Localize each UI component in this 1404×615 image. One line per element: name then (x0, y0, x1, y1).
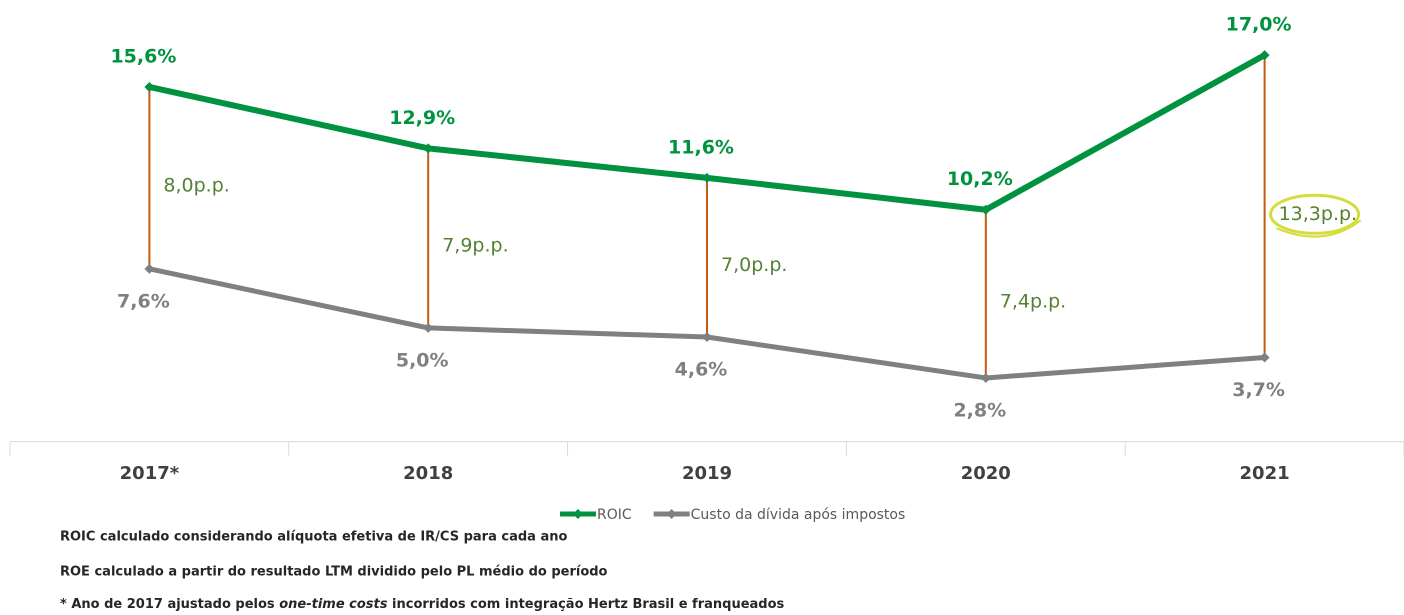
spread-label: 7,0p.p. (721, 254, 787, 276)
x-tick-label: 2018 (403, 463, 453, 484)
data-label: 12,9% (389, 107, 455, 129)
point (1259, 50, 1270, 61)
point (980, 204, 991, 215)
spread-label: 7,9p.p. (442, 235, 508, 257)
x-tick-label: 2019 (682, 463, 732, 484)
footnote-part: * Ano de 2017 ajustado pelos (60, 597, 279, 612)
x-tick-label: 2020 (961, 463, 1011, 484)
legend-label: ROIC (597, 507, 632, 523)
footnote: ROIC calculado considerando alíquota efe… (60, 530, 567, 545)
legend-label: Custo da dívida após impostos (691, 507, 906, 523)
point (423, 143, 434, 154)
spread-label: 7,4p.p. (1000, 290, 1066, 312)
point (423, 322, 434, 333)
data-label: 5,0% (396, 349, 449, 371)
point (702, 172, 712, 183)
x-tick-label: 2021 (1240, 463, 1290, 484)
legend-marker (666, 509, 677, 519)
point (1259, 352, 1270, 363)
spread-label: 8,0p.p. (163, 174, 229, 196)
data-label: 10,2% (947, 168, 1013, 190)
data-label: 17,0% (1226, 14, 1292, 36)
data-label: 3,7% (1232, 379, 1285, 401)
point (980, 372, 991, 383)
legend-marker (573, 509, 583, 519)
data-label: 4,6% (675, 359, 728, 381)
point (144, 81, 155, 92)
x-tick-label: 2017* (120, 463, 180, 484)
highlight-swoosh (1276, 219, 1362, 238)
spread-label: 13,3p.p. (1279, 203, 1358, 225)
footnote: * Ano de 2017 ajustado pelos one-time co… (60, 597, 785, 612)
data-label: 15,6% (110, 45, 176, 67)
data-label: 7,6% (117, 290, 170, 312)
footnote-part: one-time costs (279, 597, 388, 612)
highlight-ring (1269, 193, 1361, 235)
point (144, 263, 155, 274)
data-label: 11,6% (668, 136, 734, 158)
data-label: 2,8% (953, 399, 1006, 421)
footnote: ROE calculado a partir do resultado LTM … (60, 565, 608, 580)
point (702, 332, 712, 343)
footnote-part: incorridos com integração Hertz Brasil e… (388, 597, 785, 612)
